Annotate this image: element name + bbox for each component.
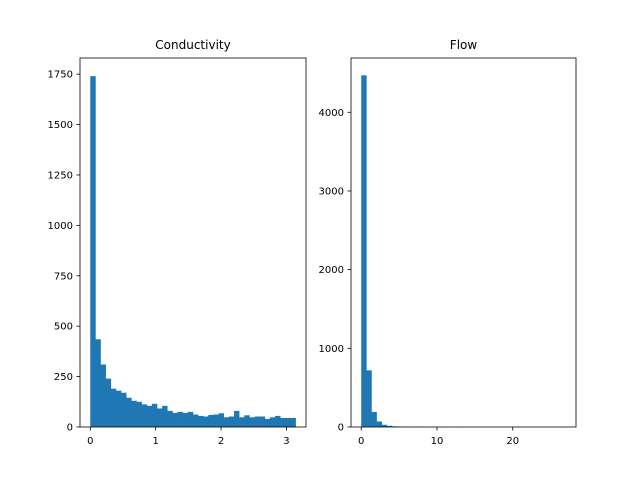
flow-y-tick-label: 4000 — [319, 108, 344, 119]
conductivity-bar — [198, 415, 204, 427]
flow-axes-frame — [350, 57, 577, 428]
conductivity-y-tick-label: 0 — [67, 423, 73, 434]
flow-y-tick-label: 3000 — [319, 186, 344, 197]
conductivity-bar — [259, 416, 266, 427]
conductivity-y-tick-label: 1000 — [48, 221, 73, 232]
conductivity-bar — [208, 414, 214, 427]
conductivity-bar — [131, 400, 137, 427]
flow-bar — [371, 412, 377, 427]
flow-x-tick-label: 10 — [431, 436, 444, 447]
conductivity-bar — [254, 416, 260, 427]
conductivity-bar — [244, 415, 250, 427]
conductivity-bar — [264, 418, 271, 427]
conductivity-title: Conductivity — [155, 38, 230, 52]
conductivity-y-tick-label: 1750 — [48, 70, 73, 81]
flow-x-tick-label: 0 — [358, 436, 364, 447]
conductivity-bar — [121, 392, 127, 427]
conductivity-x-tick-label: 1 — [152, 436, 158, 447]
conductivity-bar — [90, 76, 96, 428]
conductivity-bar — [192, 414, 199, 427]
conductivity-bar — [239, 417, 245, 427]
conductivity-bar — [280, 417, 286, 427]
conductivity-bar — [234, 410, 240, 427]
conductivity-bar — [182, 412, 189, 427]
conductivity-bar — [172, 412, 178, 427]
flow-panel: 0 10 20 0 1000 2000 3000 4000 Flow — [319, 38, 577, 447]
flow-y-tick-label: 1000 — [319, 344, 344, 355]
flow-bar — [361, 75, 367, 427]
flow-bar — [376, 421, 382, 427]
conductivity-bar — [218, 413, 225, 427]
conductivity-bar — [126, 397, 132, 427]
conductivity-bar — [110, 388, 117, 427]
conductivity-y-tick-label: 500 — [54, 322, 73, 333]
flow-bar — [381, 424, 388, 427]
conductivity-y-tick-label: 750 — [54, 271, 73, 282]
conductivity-bar — [157, 408, 163, 427]
conductivity-bar — [151, 403, 158, 427]
conductivity-y-tick-label: 1250 — [48, 170, 73, 181]
conductivity-bar — [136, 401, 142, 427]
flow-bar — [386, 425, 393, 427]
conductivity-axes-frame — [79, 57, 307, 428]
conductivity-x-tick-label: 3 — [283, 436, 289, 447]
conductivity-x-tick-label: 2 — [218, 436, 224, 447]
conductivity-bar — [223, 417, 230, 427]
conductivity-bar — [95, 339, 101, 427]
conductivity-panel: 0 1 2 3 0 250 500 750 1000 1250 1500 1750 Conductivi… — [48, 38, 307, 447]
conductivity-bar — [115, 390, 122, 427]
conductivity-bar — [167, 410, 173, 427]
conductivity-bar — [146, 405, 153, 427]
flow-x-tick-label: 20 — [506, 436, 519, 447]
conductivity-bar — [228, 416, 235, 427]
flow-y-tick-label: 0 — [338, 423, 344, 434]
conductivity-bar — [177, 411, 183, 427]
conductivity-bar — [162, 405, 168, 427]
conductivity-bar — [203, 416, 209, 427]
conductivity-bar — [285, 417, 291, 427]
conductivity-bar — [275, 415, 281, 427]
flow-y-tick-label: 2000 — [319, 265, 344, 276]
conductivity-y-tick-label: 1500 — [48, 120, 73, 131]
conductivity-y-tick-label: 250 — [54, 372, 73, 383]
conductivity-bar — [269, 417, 276, 427]
conductivity-bar — [213, 414, 219, 427]
flow-title: Flow — [450, 38, 478, 52]
conductivity-bar — [141, 404, 148, 427]
conductivity-x-tick-label: 0 — [87, 436, 93, 447]
conductivity-bar — [187, 411, 194, 427]
conductivity-bar — [100, 364, 106, 427]
flow-bar — [366, 370, 372, 427]
conductivity-bar — [249, 417, 255, 427]
conductivity-bar — [105, 378, 112, 427]
conductivity-bar — [290, 417, 296, 427]
